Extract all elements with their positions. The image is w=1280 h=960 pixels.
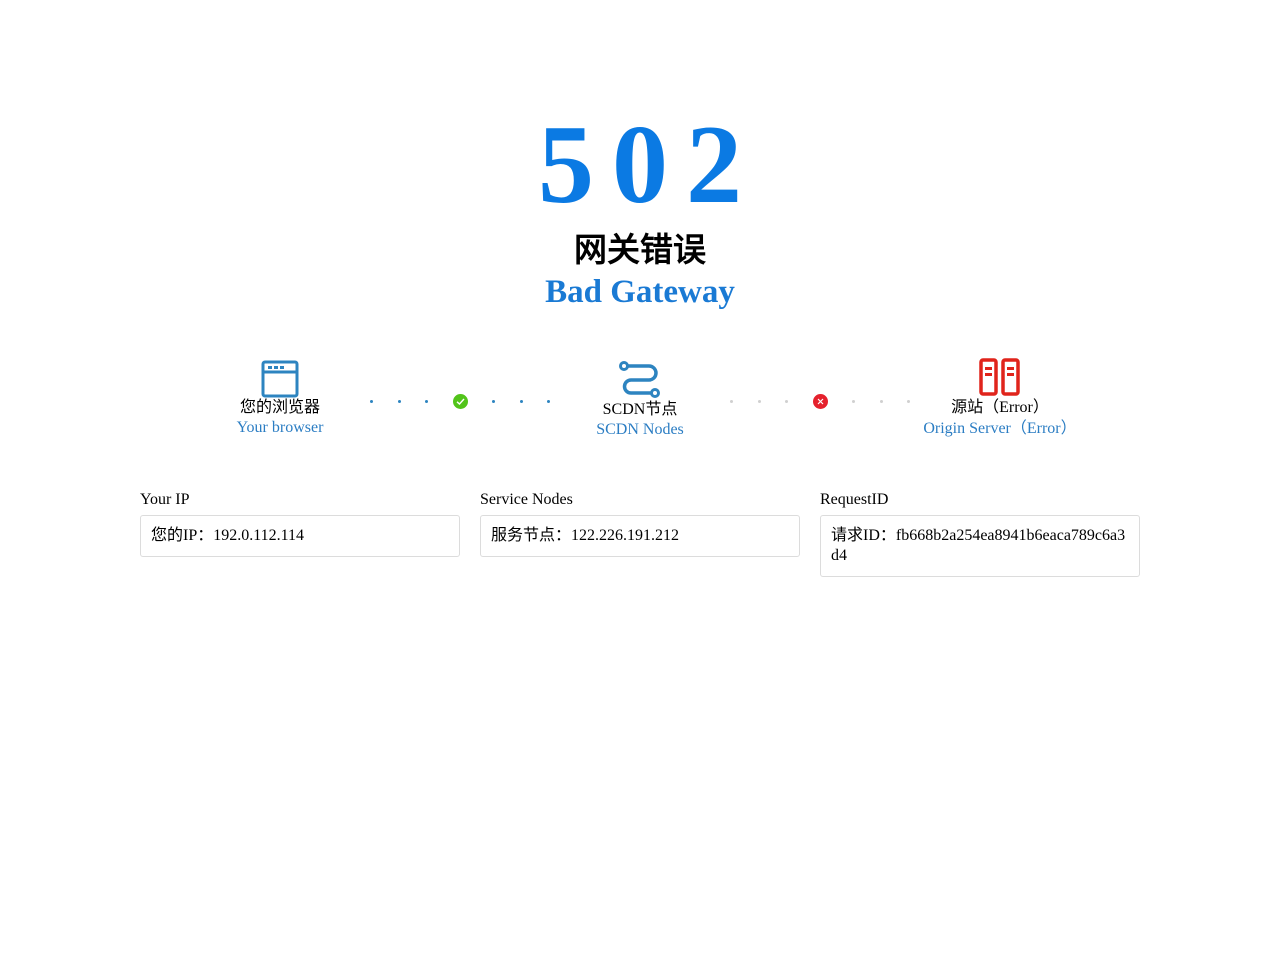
- field-label: RequestID: [820, 491, 889, 508]
- browser-icon: [261, 360, 299, 398]
- link-dot: [785, 400, 788, 403]
- node-label-en: Origin Server（Error）: [923, 420, 1077, 437]
- check-circle-icon: [453, 394, 468, 409]
- link-dot: [907, 400, 910, 403]
- link-dot: [730, 400, 733, 403]
- field-value: 服务节点：122.226.191.212: [480, 515, 800, 557]
- node-label-cn: 源站（Error）: [951, 399, 1049, 416]
- field-label: Service Nodes: [480, 491, 573, 508]
- server-icon: [979, 358, 1020, 396]
- link-dot: [425, 400, 428, 403]
- node-label-cn: 您的浏览器: [239, 399, 320, 416]
- your-ip-field: Your IP 您的IP：192.0.112.114: [140, 490, 460, 557]
- link-dot: [852, 400, 855, 403]
- link-dot: [370, 400, 373, 403]
- node-label-cn: SCDN节点: [602, 401, 678, 418]
- link-dot: [547, 400, 550, 403]
- error-title-cn: 网关错误: [574, 230, 706, 269]
- node-label-en: Your browser: [236, 419, 324, 436]
- link-dot: [520, 400, 523, 403]
- link-dot: [758, 400, 761, 403]
- field-label: Your IP: [140, 491, 190, 508]
- link-dot: [492, 400, 495, 403]
- link-dot: [398, 400, 401, 403]
- error-title-en: Bad Gateway: [545, 274, 735, 310]
- field-value: 您的IP：192.0.112.114: [140, 515, 460, 557]
- error-code: 502: [538, 103, 760, 227]
- field-value: 请求ID：fb668b2a254ea8941b6eaca789c6a3d4: [820, 515, 1140, 577]
- node-scdn: SCDN节点 SCDN Nodes: [520, 360, 760, 440]
- close-circle-icon: [813, 394, 828, 409]
- node-browser: 您的浏览器 Your browser: [160, 360, 400, 438]
- node-origin: 源站（Error） Origin Server（Error）: [880, 358, 1120, 439]
- link-dot: [880, 400, 883, 403]
- node-label-en: SCDN Nodes: [596, 421, 684, 438]
- route-icon: [619, 361, 660, 398]
- service-nodes-field: Service Nodes 服务节点：122.226.191.212: [480, 490, 800, 557]
- request-id-field: RequestID 请求ID：fb668b2a254ea8941b6eaca78…: [820, 490, 1140, 577]
